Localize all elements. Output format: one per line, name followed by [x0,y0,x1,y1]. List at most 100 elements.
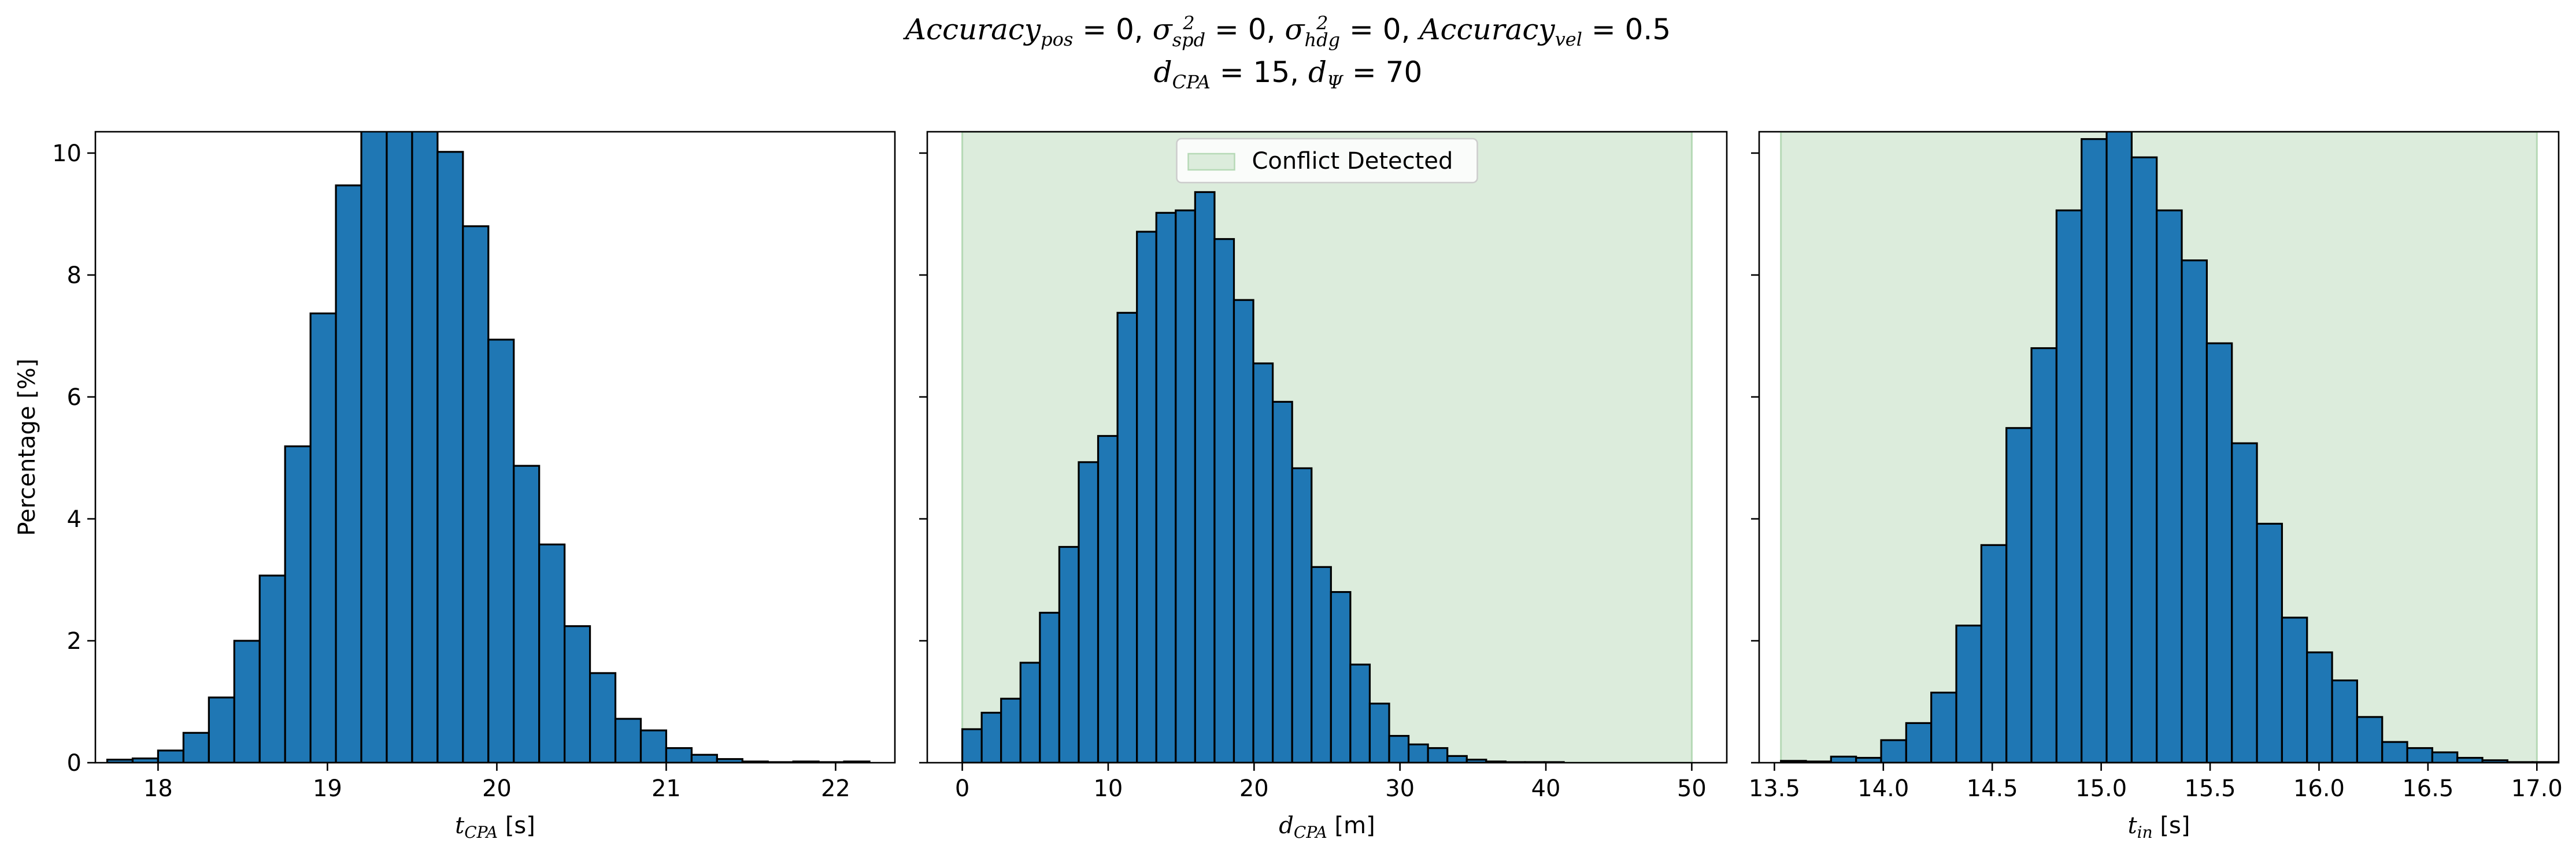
histogram-bar [1039,611,1060,763]
histogram-bar [2356,716,2383,763]
histogram-bar [2130,156,2158,763]
histogram-bar [1175,209,1196,763]
x-tick-label: 15.0 [2075,775,2127,802]
histogram-bar [2030,347,2057,763]
histogram-bar [639,729,668,763]
plot-area [1780,132,2559,763]
histogram-bar [1905,722,1933,763]
plot-area [961,132,1693,763]
x-tick-label: 20 [1239,775,1269,802]
histogram-bar [2381,741,2408,763]
histogram-bar [1446,755,1468,763]
histogram-bar [309,312,337,763]
histogram-bar [1368,703,1390,763]
histogram-bar [386,132,413,763]
y-tick-label: 0 [67,750,82,777]
panel-2: 0 10 20 30 40 50 dCPA [m] Conflict Detected [919,131,1728,842]
histogram-bar [1388,734,1410,763]
histogram-bar [2281,617,2308,763]
x-tick-label: 10 [1093,775,1123,802]
x-tick-label: 16.5 [2402,775,2453,802]
y-tick-label: 6 [67,384,82,411]
histogram-bar [2005,427,2033,763]
histogram-bar [2205,342,2233,763]
histogram-bar [2256,522,2283,763]
histogram-bar [1233,299,1254,763]
histogram-bar [1019,662,1041,763]
histogram-bar [258,574,286,763]
panel-3: 13.5 14.0 14.5 15.0 15.5 16.0 16.5 17.0 tin [s] [1749,131,2563,842]
histogram-bar [436,151,464,763]
histogram-bar [1930,692,1957,763]
x-tick-label: 13.5 [1749,775,1800,802]
histogram-bar [1116,311,1138,763]
histogram-bar [2105,132,2133,763]
x-tick-label: 16.0 [2293,775,2345,802]
y-axis-label: Percentage [%] [14,359,40,536]
histogram-bar [208,696,235,763]
histogram-bar [2156,209,2183,763]
histogram-bar [2231,442,2258,763]
axes-frame [1758,131,2560,764]
histogram-bar [2055,209,2083,763]
histogram-bar [1291,467,1313,763]
histogram-bar [538,543,566,763]
histogram-bar [1880,739,1907,763]
histogram-bar [665,747,693,763]
histogram-bar [1097,435,1119,763]
figure-title-line2: dCPA = 15, dΨ = 70 [1153,55,1423,93]
histogram-bar [589,672,617,763]
plot-area [106,132,871,763]
histogram-bar [1058,545,1080,763]
y-tick-label: 2 [67,628,82,655]
histogram-bar [1955,625,1982,763]
histogram-bar [1272,400,1293,763]
histogram-bar [961,728,983,763]
histogram-bar [335,184,362,763]
x-tick-label: 14.5 [1967,775,2018,802]
histogram-bar [1349,663,1371,763]
x-tick-label: 0 [955,775,969,802]
histogram-bar [233,640,261,763]
x-tick-label: 30 [1385,775,1415,802]
legend: Conflict Detected [1176,138,1478,184]
histogram-bar [513,465,541,763]
histogram-bar [1194,191,1216,763]
y-tick-label: 10 [52,140,82,167]
legend-box [1176,138,1478,184]
histogram-bar [690,753,718,763]
legend-swatch [1187,153,1235,171]
x-tick-label: 15.5 [2185,775,2236,802]
x-axis-label: dCPA [m] [1279,812,1375,842]
histogram-bar [564,625,591,763]
histogram-bar [182,732,210,763]
histogram-bar [2556,761,2559,763]
histogram-bar [1213,238,1235,763]
histogram-bar [1407,743,1429,763]
x-tick-label: 17.0 [2511,775,2563,802]
x-tick-label: 21 [652,775,681,802]
x-tick-label: 22 [821,775,850,802]
histogram-bar [2181,259,2208,763]
histogram-bar [1136,231,1157,763]
histogram-bar [2331,679,2359,763]
histogram-bar [1155,211,1177,763]
panel-1: 18 19 20 21 22 0 2 4 6 8 10 tCPA [s] Percentage [%] [14,131,896,842]
histogram-bar [2431,751,2459,763]
histogram-bar [1830,755,1857,763]
histogram-bar [462,225,490,763]
histogram-bar [360,132,388,763]
x-tick-label: 20 [482,775,512,802]
legend-label: Conflict Detected [1252,148,1453,174]
histogram-bar [1427,747,1449,763]
histogram-bar [614,718,642,763]
x-tick-label: 40 [1531,775,1561,802]
axes-frame [926,131,1728,764]
histogram-bar [487,339,515,763]
histogram-bar [2406,747,2434,763]
histogram-bar [1000,697,1021,763]
histogram-bar [980,711,1002,763]
histogram-bar [2306,651,2333,763]
histogram-bar [1311,566,1332,763]
